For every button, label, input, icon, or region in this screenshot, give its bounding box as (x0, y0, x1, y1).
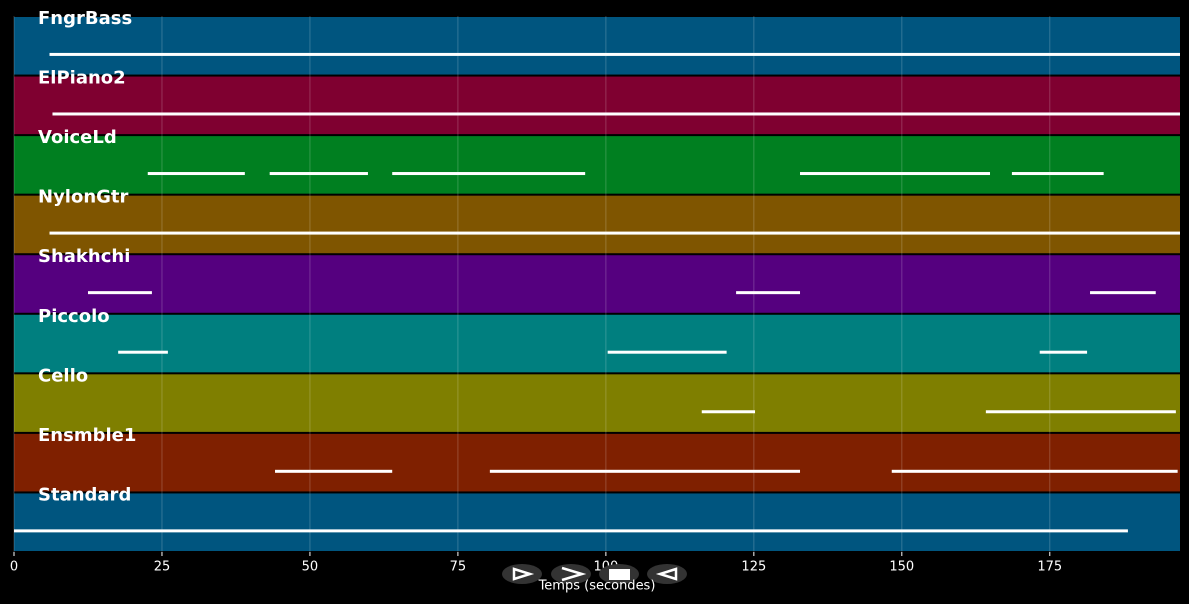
lane-label: Ensmble1 (38, 425, 136, 446)
lane (14, 374, 1180, 432)
lane-label: ElPiano2 (38, 68, 126, 89)
note-segment (118, 350, 168, 354)
lane-label: NylonGtr (38, 187, 129, 208)
note-segment (1039, 350, 1088, 354)
lane-label: VoiceLd (38, 127, 117, 148)
note-segment (49, 231, 1180, 235)
lane (14, 76, 1180, 135)
note-segment (489, 469, 801, 473)
lane-label: Cello (38, 365, 88, 386)
lane-label: Piccolo (38, 306, 110, 327)
lane (14, 314, 1180, 373)
lane-label: Shakhchi (38, 246, 130, 267)
note-segment (1090, 291, 1156, 295)
x-tick-label: 175 (1037, 560, 1062, 575)
lane (14, 17, 1180, 75)
forward-icon (561, 566, 587, 582)
lane (14, 433, 1180, 492)
x-tick-label: 150 (889, 560, 914, 575)
x-tick-label: 125 (741, 560, 766, 575)
x-tick-label: 50 (302, 560, 319, 575)
lane-label: FngrBass (38, 8, 132, 29)
note-segment (14, 529, 1128, 533)
lane (14, 136, 1180, 194)
x-tick-label: 25 (154, 560, 171, 575)
x-axis-label: Temps (secondes) (538, 579, 656, 594)
lane-label: Standard (38, 484, 131, 505)
lane (14, 255, 1180, 313)
note-segment (891, 469, 1178, 473)
note-segment (49, 52, 1180, 56)
play-icon (512, 567, 535, 581)
note-segment (275, 469, 393, 473)
note-segment (269, 172, 368, 176)
note-segment (607, 350, 727, 354)
playback-controls (502, 564, 687, 584)
note-segment (87, 291, 152, 295)
x-tick-label: 0 (10, 560, 18, 575)
lane (14, 493, 1180, 551)
note-segment (985, 410, 1176, 414)
note-segment (52, 112, 1181, 116)
stop-icon (609, 569, 630, 580)
note-segment (147, 172, 245, 176)
note-segment (701, 410, 756, 414)
forward-button[interactable] (551, 564, 591, 584)
lane (14, 195, 1180, 254)
play-button[interactable] (502, 564, 542, 584)
rewind-icon (655, 567, 678, 581)
note-segment (800, 172, 991, 176)
note-segment (736, 291, 801, 295)
note-segment (392, 172, 586, 176)
note-segment (1011, 172, 1104, 176)
x-tick-label: 75 (450, 560, 467, 575)
